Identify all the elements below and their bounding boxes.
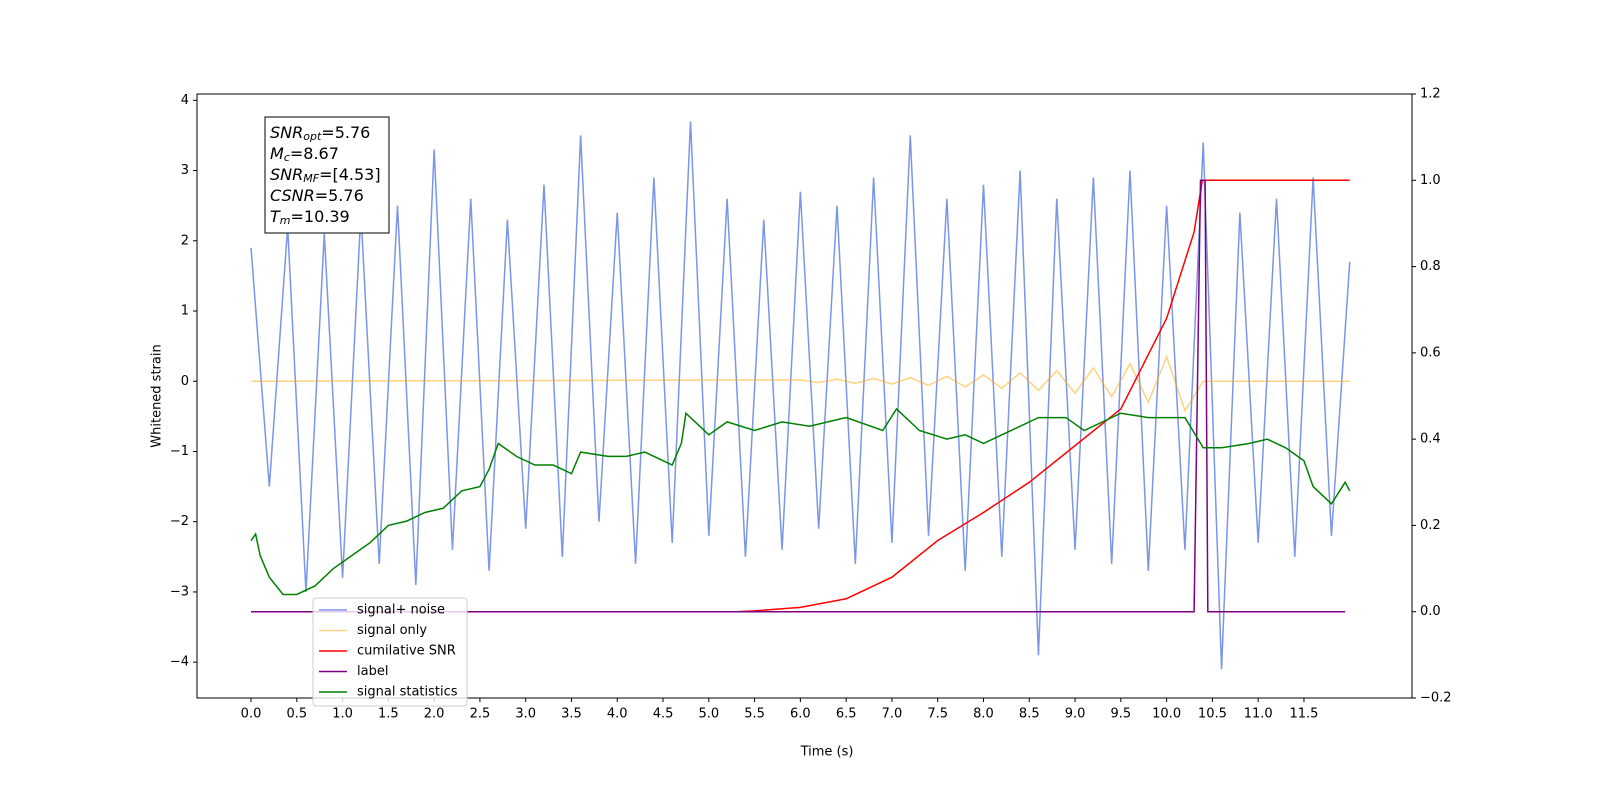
x-tick-label: 11.5 bbox=[1289, 707, 1318, 722]
y2-tick-label: 1.2 bbox=[1420, 87, 1441, 102]
annotation-value: =5.76 bbox=[315, 186, 364, 205]
annotation-line: SNRMF=[4.53] bbox=[270, 165, 381, 186]
annotation-line: Mc=8.67 bbox=[270, 144, 339, 165]
series-line bbox=[251, 179, 1346, 613]
y2-tick-label: −0.2 bbox=[1420, 691, 1452, 706]
x-tick-label: 4.0 bbox=[607, 707, 628, 722]
y-tick-label: 2 bbox=[181, 233, 189, 248]
x-tick-label: 1.0 bbox=[332, 707, 353, 722]
annotation-name: SNR bbox=[270, 123, 303, 142]
legend-label: signal+ noise bbox=[357, 603, 445, 618]
x-axis-label: Time (s) bbox=[800, 745, 854, 760]
y-tick-label: −4 bbox=[170, 655, 189, 670]
annotation-value: =10.39 bbox=[291, 207, 350, 226]
y-tick-label: 3 bbox=[181, 163, 189, 178]
x-tick-label: 8.5 bbox=[1019, 707, 1040, 722]
x-tick-label: 5.0 bbox=[698, 707, 719, 722]
series-line bbox=[250, 121, 1351, 670]
x-tick-label: 3.0 bbox=[515, 707, 536, 722]
x-tick-label: 3.5 bbox=[561, 707, 582, 722]
x-tick-label: 9.5 bbox=[1110, 707, 1131, 722]
annotation: SNRopt=5.76Mc=8.67SNRMF=[4.53]CSNR=5.76T… bbox=[264, 116, 390, 234]
x-tick-label: 0.5 bbox=[286, 707, 307, 722]
annotation-name: CSNR bbox=[270, 186, 315, 205]
legend-label: cumilative SNR bbox=[357, 644, 456, 659]
x-tick-label: 2.5 bbox=[470, 707, 491, 722]
annotation-box bbox=[264, 116, 390, 234]
x-tick-label: 6.5 bbox=[836, 707, 857, 722]
legend: signal+ noise signal only cumilative SNR la… bbox=[312, 597, 468, 707]
x-tick-label: 7.5 bbox=[927, 707, 948, 722]
x-tick-label: 11.0 bbox=[1244, 707, 1273, 722]
legend-label: signal statistics bbox=[357, 685, 458, 700]
annotation-value: =8.67 bbox=[290, 144, 339, 163]
y2-tick-label: 0.0 bbox=[1420, 604, 1441, 619]
y-tick-label: −2 bbox=[170, 514, 189, 529]
y-tick-label: 1 bbox=[181, 304, 189, 319]
legend-label: signal only bbox=[357, 623, 427, 638]
series-line bbox=[251, 354, 1350, 413]
series-line bbox=[250, 407, 1351, 596]
x-tick-label: 7.0 bbox=[882, 707, 903, 722]
annotation-sub: opt bbox=[303, 130, 322, 143]
x-tick-label: 0.0 bbox=[241, 707, 262, 722]
y2-tick-label: 0.4 bbox=[1420, 432, 1441, 447]
annotation-line: CSNR=5.76 bbox=[270, 186, 364, 205]
annotation-sub: MF bbox=[303, 172, 319, 185]
y2-tick-label: 0.8 bbox=[1420, 259, 1441, 274]
plot-area bbox=[250, 121, 1351, 670]
annotation-name: M bbox=[270, 144, 284, 163]
x-tick-label: 9.0 bbox=[1065, 707, 1086, 722]
y-tick-label: −3 bbox=[170, 584, 189, 599]
y2-tick-label: 0.6 bbox=[1420, 345, 1441, 360]
annotation-sub: c bbox=[284, 151, 290, 164]
y-tick-label: −1 bbox=[170, 444, 189, 459]
annotation-value: =[4.53] bbox=[319, 165, 381, 184]
x-tick-label: 10.5 bbox=[1198, 707, 1227, 722]
annotation-line: SNRopt=5.76 bbox=[270, 123, 370, 144]
plot-frame bbox=[196, 93, 1413, 699]
y-tick-label: 0 bbox=[181, 374, 189, 389]
x-tick-label: 2.0 bbox=[424, 707, 445, 722]
y2-tick-label: 1.0 bbox=[1420, 173, 1441, 188]
x-tick-label: 1.5 bbox=[378, 707, 399, 722]
x-tick-label: 10.0 bbox=[1152, 707, 1181, 722]
x-tick-label: 8.0 bbox=[973, 707, 994, 722]
x-tick-label: 5.5 bbox=[744, 707, 765, 722]
x-tick-label: 4.5 bbox=[653, 707, 674, 722]
annotation-sub: m bbox=[280, 214, 291, 227]
series-line bbox=[251, 179, 1350, 613]
annotation-line: Tm=10.39 bbox=[270, 207, 350, 228]
annotation-name: T bbox=[270, 207, 281, 226]
y-tick-label: 4 bbox=[181, 93, 189, 108]
x-tick-label: 6.0 bbox=[790, 707, 811, 722]
annotation-value: =5.76 bbox=[321, 123, 370, 142]
y2-tick-label: 0.2 bbox=[1420, 518, 1441, 533]
legend-box bbox=[312, 597, 468, 707]
legend-label: label bbox=[357, 664, 388, 679]
annotation-name: SNR bbox=[270, 165, 303, 184]
y-axis-label: Whitened strain bbox=[150, 344, 165, 447]
